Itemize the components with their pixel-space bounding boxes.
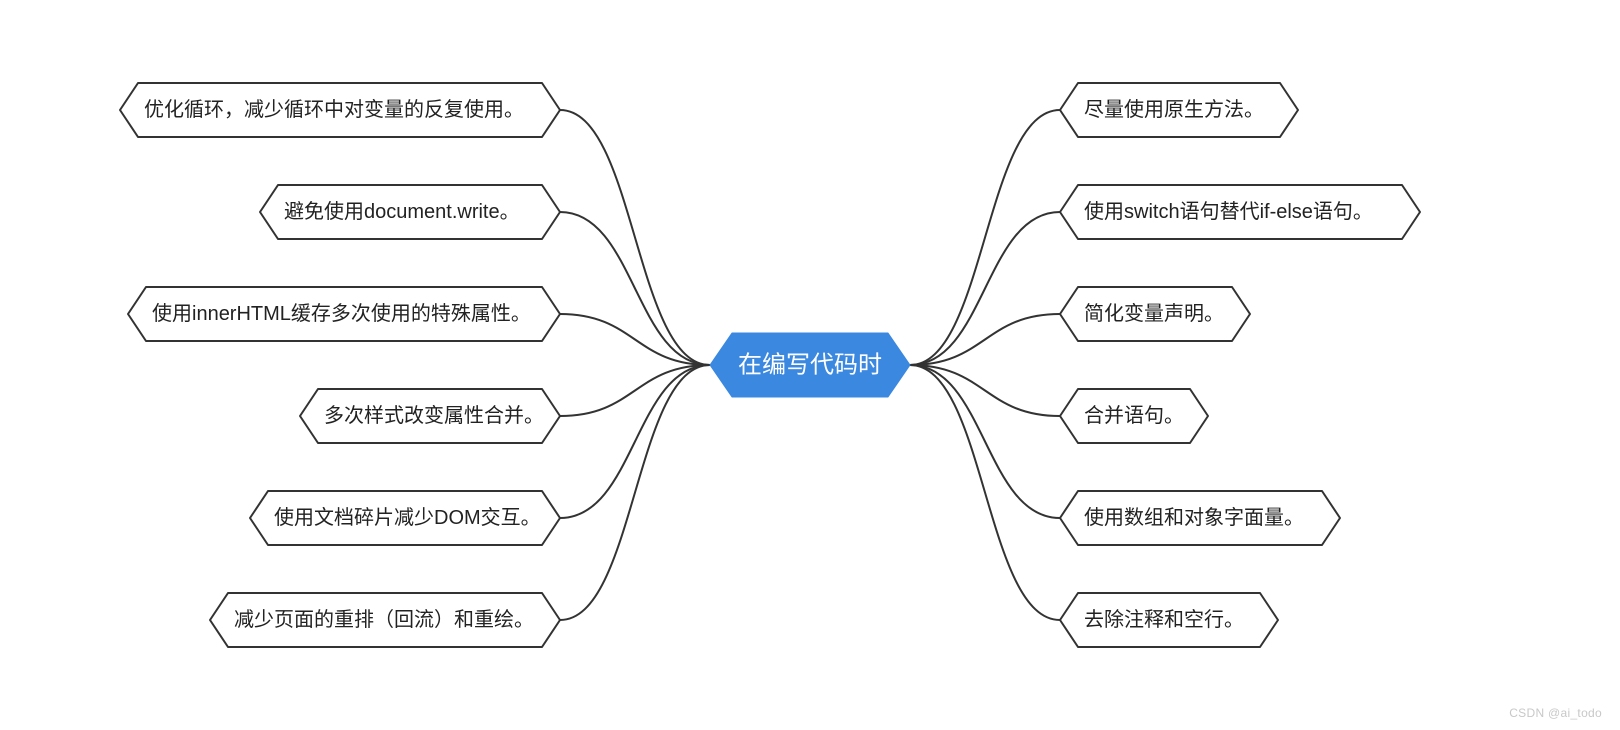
left-node-2-label: 使用innerHTML缓存多次使用的特殊属性。 <box>152 302 531 325</box>
left-node-1-label: 避免使用document.write。 <box>284 200 520 223</box>
left-node-5-label: 减少页面的重排（回流）和重绘。 <box>234 608 534 631</box>
left-node-0-label: 优化循环，减少循环中对变量的反复使用。 <box>144 98 524 121</box>
left-node-3-label: 多次样式改变属性合并。 <box>324 404 544 427</box>
center-label: 在编写代码时 <box>738 352 882 379</box>
edge <box>560 365 710 416</box>
edge <box>910 110 1060 365</box>
edge <box>560 110 710 365</box>
right-node-3-label: 合并语句。 <box>1084 404 1184 427</box>
right-node-5-label: 去除注释和空行。 <box>1084 608 1244 631</box>
right-node-0-label: 尽量使用原生方法。 <box>1084 98 1264 121</box>
right-node-4-label: 使用数组和对象字面量。 <box>1084 506 1304 529</box>
right-node-1-label: 使用switch语句替代if-else语句。 <box>1084 200 1373 223</box>
edge <box>910 314 1060 365</box>
right-node-2-label: 简化变量声明。 <box>1084 302 1224 325</box>
watermark: CSDN @ai_todo <box>1509 706 1602 720</box>
left-node-4-label: 使用文档碎片减少DOM交互。 <box>274 506 541 529</box>
mindmap-canvas: 在编写代码时 优化循环，减少循环中对变量的反复使用。避免使用document.wr… <box>0 0 1620 730</box>
edge <box>910 365 1060 620</box>
edge <box>560 314 710 365</box>
nodes: 在编写代码时 优化循环，减少循环中对变量的反复使用。避免使用document.wr… <box>120 83 1420 647</box>
edge <box>560 365 710 620</box>
edge <box>910 365 1060 416</box>
